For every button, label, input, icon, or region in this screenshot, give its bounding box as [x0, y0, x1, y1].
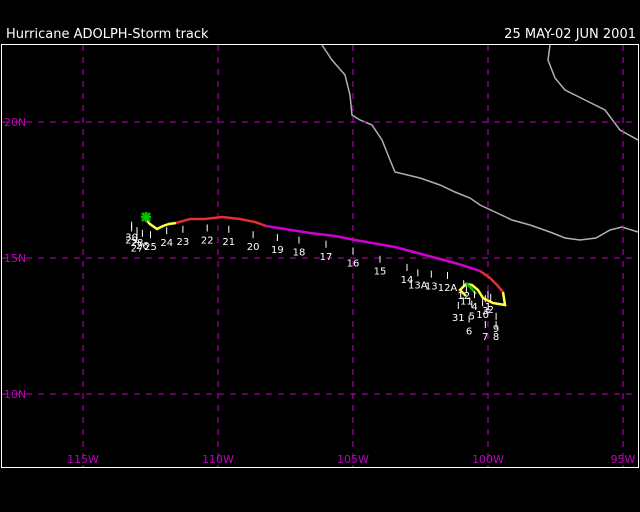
storm-start-icon [141, 212, 151, 222]
track-point-label: 1 [485, 302, 491, 313]
track-point-label: 3 [482, 306, 488, 317]
lat-label: 15N [4, 252, 26, 265]
track-point-label: 5 [469, 312, 475, 323]
track-point-label: 16 [347, 259, 360, 270]
track-point-label: 10 [476, 310, 489, 321]
track-point-label: 20 [247, 242, 260, 253]
track-point-label: 29 [125, 235, 138, 246]
lat-label: 20N [4, 116, 26, 129]
track-point-label: 21 [222, 237, 235, 248]
map-frame [1, 44, 639, 468]
map-title: Hurricane ADOLPH-Storm track [6, 27, 209, 42]
track-point-label: 6 [466, 327, 472, 338]
track-point-label: 11 [460, 297, 473, 308]
track-point-label: 13 [425, 282, 438, 293]
track-point-label: 25 [144, 242, 157, 253]
track-point-label: 17 [320, 252, 333, 263]
lon-label: 100W [472, 453, 504, 466]
track-point-label: 27 [131, 244, 144, 255]
lon-label: 110W [202, 453, 234, 466]
track-point-label: 15 [374, 267, 387, 278]
track-point-label: 13A [408, 280, 428, 291]
track-point-label: 9 [493, 324, 499, 335]
track-point-label: 24 [160, 238, 173, 249]
date-range: 25 MAY-02 JUN 2001 [504, 27, 636, 42]
track-point-label: 23 [177, 237, 190, 248]
track-segment-category-1-west [175, 215, 267, 228]
track-point-label: 19 [271, 245, 284, 256]
track-segment-major-hurricane [265, 224, 481, 273]
track-point-label: 8 [493, 332, 499, 343]
track-point-label: 28 [131, 238, 144, 249]
track-point-label: 26 [136, 241, 149, 252]
track-segment-category-1-east [479, 269, 504, 293]
track-point-label: 7 [482, 332, 488, 343]
track-point-label: 2 [488, 305, 494, 316]
track-point-label: 12 [457, 291, 470, 302]
track-point-label: 22 [201, 235, 214, 246]
track-point-label: 12A [438, 283, 458, 294]
track-point-label: 4 [471, 302, 477, 313]
lon-label: 105W [337, 453, 369, 466]
track-point-label: 18 [293, 248, 306, 259]
coastline-gulf [547, 44, 639, 141]
lat-lon-grid: 115W 110W 105W 100W 95W 20N 15N 10N [2, 45, 638, 467]
track-point-label: 31 [452, 313, 465, 324]
track-point-label: 14 [401, 275, 414, 286]
coastline-mexico [321, 44, 639, 241]
track-point-label: 30 [125, 233, 138, 244]
lat-label: 10N [4, 388, 26, 401]
lon-label: 115W [67, 453, 99, 466]
track-segment-tropical-storm-east [458, 282, 507, 307]
track-ticks [131, 221, 497, 328]
lon-label: 95W [611, 453, 636, 466]
track-segment-tropical-storm-west [143, 217, 177, 231]
